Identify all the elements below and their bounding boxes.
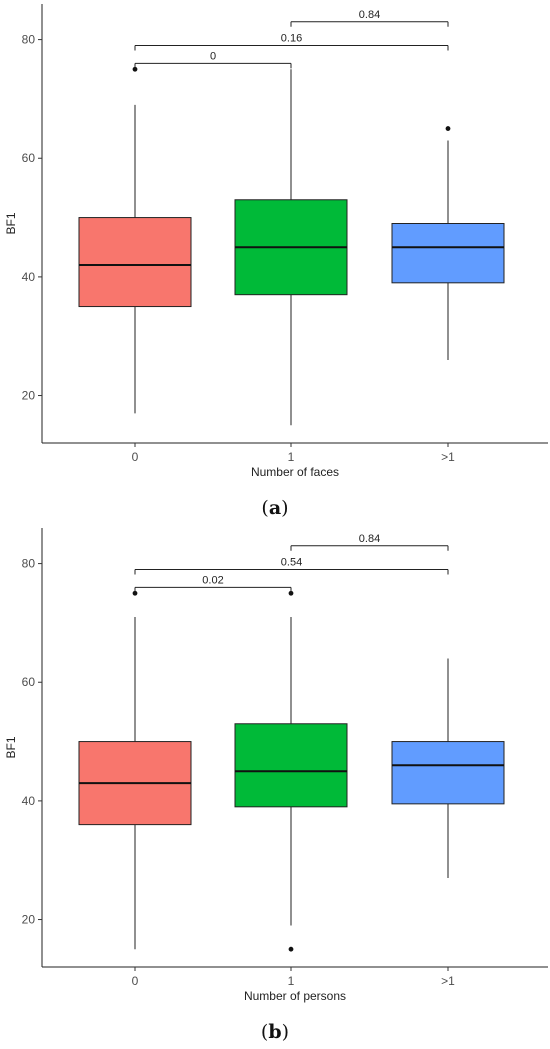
comparison-bracket: 0.16 [134,33,449,51]
x-tick-label: 1 [288,974,295,988]
boxplot-panel-faces: 20 40 60 80 0 1 >1 Number of faces BF1 0 0.16 0.84 (… [0,0,550,524]
p-value-label: 0.54 [281,557,302,569]
caption-letter: a [269,497,281,519]
comparison-bracket: 0.84 [290,9,449,27]
x-axis-title: Number of faces [251,465,339,479]
y-tick-label: 40 [22,270,36,284]
box-group-gt1 [391,126,505,360]
box-iqr [391,223,505,284]
p-value-label: 0.84 [359,533,380,545]
y-tick-label: 60 [22,151,36,165]
outlier-point [132,66,138,72]
box-group-0 [78,590,192,950]
y-tick-label: 80 [22,33,36,47]
y-tick-label: 60 [22,675,36,689]
y-axis-title: BF1 [4,736,18,758]
p-value-label: 0.02 [202,574,223,586]
caption-letter: b [268,1021,281,1043]
boxplot-chart-faces: 20 40 60 80 0 1 >1 Number of faces BF1 0 0.16 0.84 (… [4,4,548,519]
box-iqr [391,741,505,805]
panel-caption: (b) [261,1021,289,1043]
comparison-bracket: 0.02 [134,574,292,593]
p-value-label: 0 [210,50,216,62]
box-group-0 [78,66,192,414]
y-axis-title: BF1 [4,212,18,234]
panel-caption: (a) [261,497,288,519]
boxplot-panel-persons: 20 40 60 80 0 1 >1 Number of persons BF1 0.02 0.54… [0,524,550,1048]
boxplot-chart-persons: 20 40 60 80 0 1 >1 Number of persons BF1 0.02 0.54… [4,528,548,1043]
y-tick-label: 20 [22,389,36,403]
comparison-bracket: 0.54 [134,557,449,575]
x-tick-label: 0 [132,450,139,464]
y-tick-label: 80 [22,557,36,571]
y-tick-label: 40 [22,794,36,808]
outlier-point [445,126,451,131]
x-tick-label: 1 [288,450,295,464]
box-iqr [234,723,348,808]
p-value-label: 0.16 [281,33,302,45]
x-tick-label: >1 [441,974,455,988]
outlier-point [288,590,294,596]
x-tick-label: 0 [132,974,139,988]
x-tick-label: >1 [441,450,455,464]
box-iqr [78,217,192,308]
box-group-gt1 [391,658,505,879]
box-group-1 [234,69,348,426]
comparison-bracket: 0 [134,50,292,69]
p-value-label: 0.84 [359,9,380,21]
y-tick-label: 20 [22,913,36,927]
outlier-point [132,590,138,596]
comparison-bracket: 0.84 [290,533,449,551]
outlier-point [288,946,294,952]
box-group-1 [234,590,348,952]
x-axis-title: Number of persons [244,989,346,1003]
